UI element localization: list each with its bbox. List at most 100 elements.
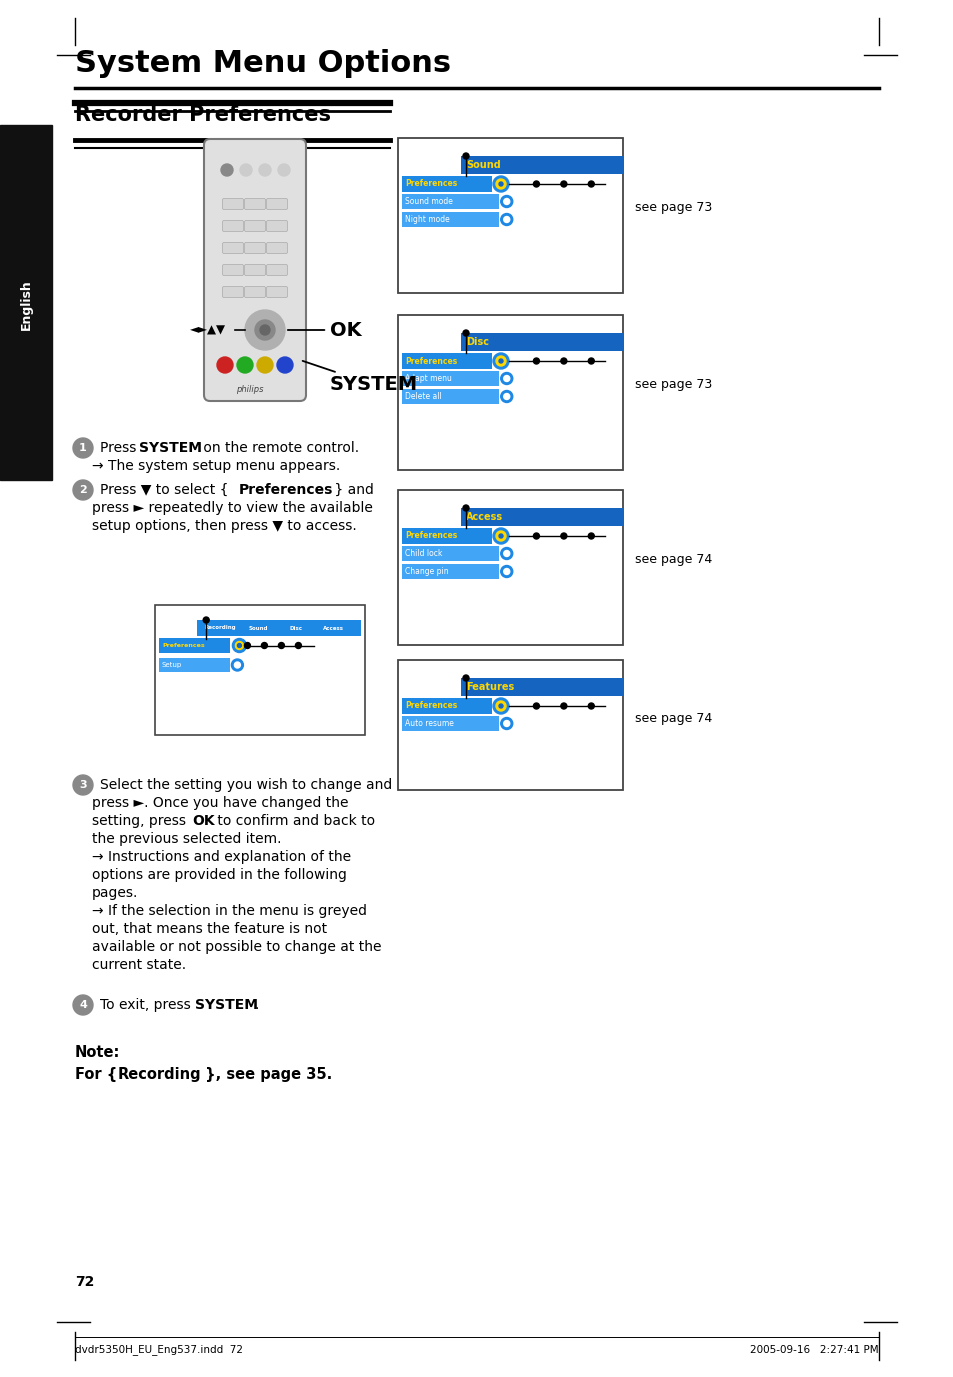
- Text: ◄►▲▼: ◄►▲▼: [190, 324, 226, 336]
- Text: Preferences: Preferences: [405, 357, 456, 365]
- Bar: [401, 212, 498, 227]
- Text: Sound: Sound: [248, 625, 268, 631]
- Circle shape: [240, 164, 252, 176]
- Circle shape: [503, 376, 509, 381]
- Circle shape: [503, 551, 509, 556]
- Text: pages.: pages.: [91, 885, 138, 901]
- Circle shape: [73, 481, 92, 500]
- Circle shape: [295, 643, 301, 649]
- Text: 2005-09-16   2:27:41 PM: 2005-09-16 2:27:41 PM: [750, 1345, 878, 1355]
- FancyBboxPatch shape: [266, 198, 287, 209]
- FancyBboxPatch shape: [222, 286, 243, 297]
- Bar: [0, 125, 52, 481]
- Circle shape: [493, 698, 509, 715]
- Circle shape: [533, 533, 538, 538]
- Circle shape: [498, 534, 502, 538]
- Text: Press: Press: [100, 441, 141, 454]
- Bar: [460, 333, 622, 351]
- Text: 3: 3: [79, 779, 87, 790]
- FancyBboxPatch shape: [244, 242, 265, 253]
- Circle shape: [221, 164, 233, 176]
- Circle shape: [500, 391, 512, 402]
- Circle shape: [588, 704, 594, 709]
- Bar: [401, 527, 492, 544]
- Text: Access: Access: [465, 512, 502, 522]
- Circle shape: [493, 527, 509, 544]
- Text: Adapt menu: Adapt menu: [405, 375, 452, 383]
- Text: the previous selected item.: the previous selected item.: [91, 832, 281, 845]
- Circle shape: [244, 643, 250, 649]
- Text: Recording: Recording: [204, 625, 235, 631]
- Circle shape: [493, 176, 509, 191]
- Text: Disc: Disc: [289, 625, 302, 631]
- Circle shape: [493, 353, 509, 369]
- Bar: [460, 508, 622, 526]
- Text: Night mode: Night mode: [405, 215, 449, 224]
- Text: options are provided in the following: options are provided in the following: [91, 868, 347, 883]
- Circle shape: [496, 532, 505, 541]
- Bar: [401, 716, 498, 731]
- Circle shape: [462, 675, 469, 682]
- Circle shape: [235, 642, 243, 650]
- Text: .: .: [254, 998, 259, 1012]
- Text: setting, press: setting, press: [91, 814, 191, 828]
- Circle shape: [588, 180, 594, 187]
- Text: English: English: [19, 280, 32, 330]
- Circle shape: [276, 357, 293, 373]
- Text: Sound: Sound: [465, 160, 500, 169]
- Text: current state.: current state.: [91, 958, 186, 972]
- Circle shape: [261, 643, 267, 649]
- FancyBboxPatch shape: [204, 139, 306, 401]
- Text: OK: OK: [288, 321, 361, 340]
- Text: see page 74: see page 74: [635, 712, 712, 726]
- FancyBboxPatch shape: [222, 264, 243, 275]
- Circle shape: [203, 617, 209, 622]
- Text: → The system setup menu appears.: → The system setup menu appears.: [91, 459, 340, 474]
- Bar: [196, 620, 360, 636]
- Text: Recorder Preferences: Recorder Preferences: [75, 105, 331, 125]
- Text: on the remote control.: on the remote control.: [199, 441, 358, 454]
- Circle shape: [73, 775, 92, 795]
- Text: SYSTEM: SYSTEM: [194, 998, 257, 1012]
- Bar: [397, 138, 622, 293]
- Text: Preferences: Preferences: [162, 643, 204, 649]
- Text: out, that means the feature is not: out, that means the feature is not: [91, 923, 327, 936]
- Bar: [401, 388, 498, 403]
- Text: To exit, press: To exit, press: [100, 998, 195, 1012]
- FancyBboxPatch shape: [222, 220, 243, 231]
- Text: to confirm and back to: to confirm and back to: [213, 814, 375, 828]
- Text: Setup: Setup: [162, 662, 182, 668]
- Text: 1: 1: [79, 443, 87, 453]
- Circle shape: [496, 701, 505, 711]
- Text: Auto resume: Auto resume: [405, 719, 454, 728]
- FancyBboxPatch shape: [244, 198, 265, 209]
- Bar: [401, 547, 498, 560]
- Circle shape: [237, 643, 241, 647]
- Circle shape: [500, 196, 512, 208]
- Text: see page 74: see page 74: [635, 554, 712, 566]
- Text: Access: Access: [323, 625, 344, 631]
- Circle shape: [503, 720, 509, 727]
- Circle shape: [234, 662, 240, 668]
- Text: → Instructions and explanation of the: → Instructions and explanation of the: [91, 850, 351, 863]
- Circle shape: [496, 357, 505, 366]
- Text: see page 73: see page 73: [635, 379, 712, 391]
- FancyBboxPatch shape: [222, 242, 243, 253]
- Text: dvdr5350H_EU_Eng537.indd  72: dvdr5350H_EU_Eng537.indd 72: [75, 1344, 243, 1355]
- FancyBboxPatch shape: [244, 286, 265, 297]
- Circle shape: [533, 704, 538, 709]
- Circle shape: [500, 717, 512, 730]
- FancyBboxPatch shape: [244, 220, 265, 231]
- Text: SYSTEM: SYSTEM: [302, 361, 417, 394]
- Circle shape: [233, 639, 246, 653]
- Circle shape: [503, 569, 509, 574]
- Circle shape: [496, 179, 505, 189]
- Text: OK: OK: [192, 814, 214, 828]
- Bar: [397, 660, 622, 790]
- Text: Preferences: Preferences: [405, 532, 456, 541]
- Bar: [460, 677, 622, 695]
- Text: Disc: Disc: [465, 337, 489, 347]
- Text: }, see page 35.: }, see page 35.: [200, 1067, 332, 1082]
- Circle shape: [236, 357, 253, 373]
- Bar: [397, 315, 622, 470]
